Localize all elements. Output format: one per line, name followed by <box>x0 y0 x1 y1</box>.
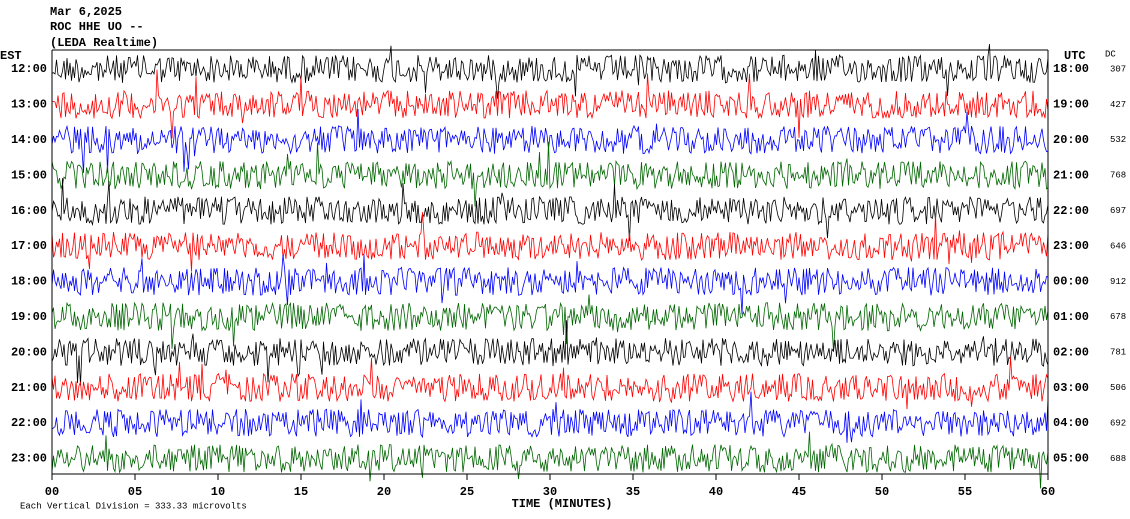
utc-label: 02:00 <box>1053 345 1089 359</box>
est-label: 12:00 <box>11 62 47 76</box>
trace <box>51 69 1049 139</box>
utc-label: 20:00 <box>1053 133 1089 147</box>
dc-value: 688 <box>1110 454 1126 464</box>
trace <box>51 356 1049 410</box>
footnote: Each Vertical Division = 333.33 microvol… <box>20 501 247 511</box>
x-tick-label: 45 <box>792 485 806 499</box>
dc-value: 532 <box>1110 135 1126 145</box>
est-label: 19:00 <box>11 310 47 324</box>
trace <box>51 431 1049 489</box>
utc-label: 04:00 <box>1053 416 1089 430</box>
right-axis-label: UTC <box>1064 49 1086 63</box>
dc-value: 307 <box>1110 64 1126 74</box>
utc-label: 22:00 <box>1053 204 1089 218</box>
utc-label: 21:00 <box>1053 168 1089 182</box>
est-label: 18:00 <box>11 275 47 289</box>
left-axis-label: EST <box>0 49 22 63</box>
utc-label: 05:00 <box>1053 452 1089 466</box>
dc-value: 427 <box>1110 100 1126 110</box>
dc-value: 646 <box>1110 241 1126 251</box>
trace <box>51 212 1049 272</box>
x-tick-label: 05 <box>128 485 142 499</box>
est-label: 23:00 <box>11 452 47 466</box>
dc-header: DC <box>1105 49 1116 59</box>
dc-value: 506 <box>1110 383 1126 393</box>
est-label: 20:00 <box>11 345 47 359</box>
utc-label: 03:00 <box>1053 381 1089 395</box>
est-label: 22:00 <box>11 416 47 430</box>
dc-value: 697 <box>1110 206 1126 216</box>
x-tick-label: 50 <box>875 485 889 499</box>
utc-label: 18:00 <box>1053 62 1089 76</box>
x-tick-label: 30 <box>543 485 557 499</box>
trace <box>51 44 1049 99</box>
x-tick-label: 35 <box>626 485 640 499</box>
dc-value: 678 <box>1110 312 1126 322</box>
dc-value: 781 <box>1110 348 1126 358</box>
trace <box>51 254 1049 315</box>
x-tick-label: 20 <box>377 485 391 499</box>
title: Mar 6,2025 <box>50 5 122 19</box>
trace <box>51 320 1049 386</box>
trace <box>51 178 1049 242</box>
dc-value: 912 <box>1110 277 1126 287</box>
x-tick-label: 25 <box>460 485 474 499</box>
est-label: 13:00 <box>11 98 47 112</box>
est-label: 17:00 <box>11 239 47 253</box>
est-label: 16:00 <box>11 204 47 218</box>
x-tick-label: 15 <box>294 485 308 499</box>
est-label: 21:00 <box>11 381 47 395</box>
x-tick-label: 40 <box>709 485 723 499</box>
trace <box>51 108 1049 173</box>
traces <box>51 44 1049 489</box>
x-tick-label: 00 <box>45 485 59 499</box>
trace <box>51 141 1049 207</box>
source: (LEDA Realtime) <box>50 36 158 50</box>
utc-label: 01:00 <box>1053 310 1089 324</box>
utc-label: 19:00 <box>1053 98 1089 112</box>
x-tick-label: 55 <box>958 485 972 499</box>
est-label: 15:00 <box>11 168 47 182</box>
utc-label: 23:00 <box>1053 239 1089 253</box>
x-axis-label: TIME (MINUTES) <box>512 497 613 511</box>
trace <box>51 294 1049 352</box>
trace <box>51 391 1049 443</box>
utc-label: 00:00 <box>1053 275 1089 289</box>
dc-value: 768 <box>1110 171 1126 181</box>
est-label: 14:00 <box>11 133 47 147</box>
dc-value: 692 <box>1110 418 1126 428</box>
x-tick-label: 60 <box>1041 485 1055 499</box>
subtitle: ROC HHE UO -- <box>50 20 144 34</box>
x-tick-label: 10 <box>211 485 225 499</box>
